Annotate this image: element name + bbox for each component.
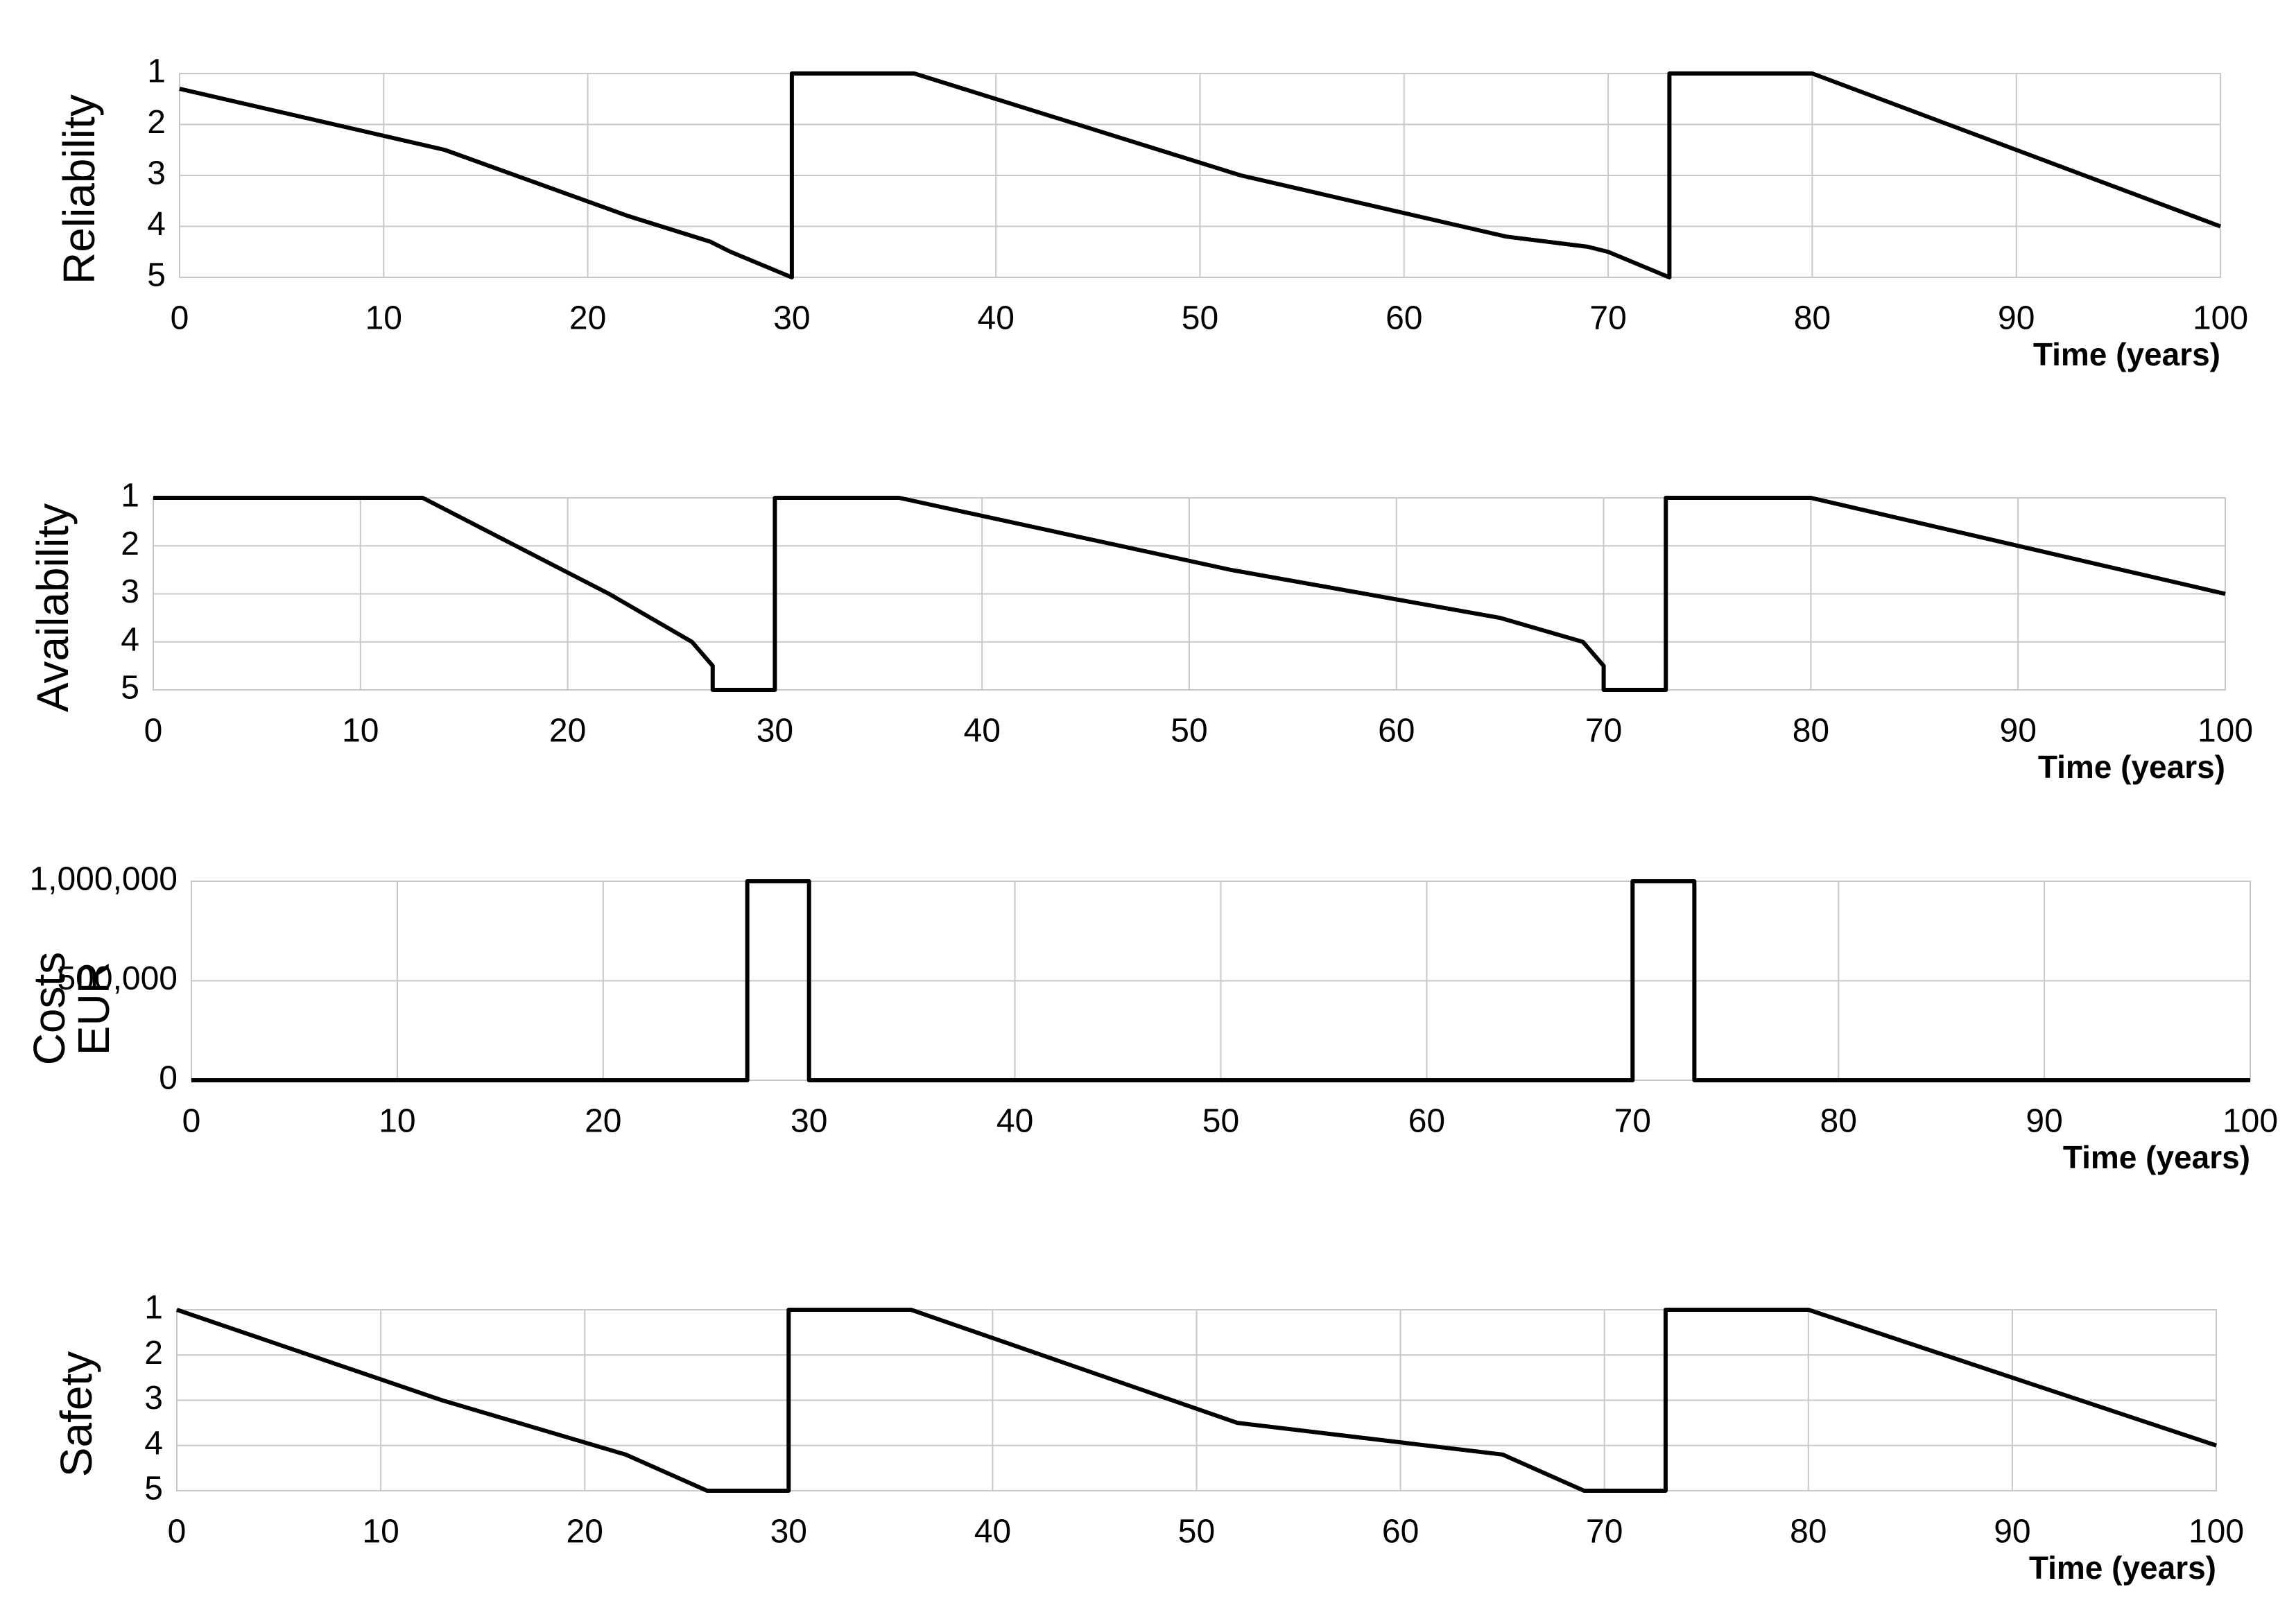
y-axis-label: Reliability (54, 94, 104, 284)
x-tick-label: 10 (379, 1103, 415, 1140)
x-tick-label: 60 (1408, 1103, 1445, 1140)
x-tick-label: 20 (569, 300, 606, 337)
y-tick-label: 4 (144, 1425, 163, 1462)
y-axis-label: Costs (24, 952, 74, 1066)
x-tick-label: 0 (144, 713, 163, 750)
x-tick-label: 90 (1994, 1514, 2030, 1550)
chart: 0 10 20 30 40 50 60 70 80 90 100 0 500,000 1,000,000 C… (24, 861, 2278, 1175)
x-tick-label: 20 (585, 1103, 621, 1140)
x-tick-label: 30 (770, 1514, 807, 1550)
x-tick-label: 50 (1182, 300, 1218, 337)
y-tick-label: 3 (144, 1380, 163, 1417)
y-axis-label: Availability (28, 503, 78, 712)
x-tick-label: 90 (2000, 713, 2037, 750)
chart: 0 10 20 30 40 50 60 70 80 90 100 1 2 3 4 5 Availability T… (28, 478, 2253, 785)
data-line (153, 496, 2226, 692)
x-tick-label: 80 (1794, 300, 1831, 337)
x-tick-label: 0 (171, 300, 189, 337)
x-tick-label: 70 (1586, 1514, 1623, 1550)
data-line (179, 71, 2222, 279)
x-tick-label: 50 (1178, 1514, 1215, 1550)
x-tick-label: 40 (978, 300, 1015, 337)
x-tick-label: 40 (964, 713, 1001, 750)
x-tick-label: 100 (2222, 1103, 2278, 1140)
x-tick-label: 40 (974, 1514, 1011, 1550)
x-axis-label: Time (years) (2038, 749, 2225, 785)
y-tick-label: 1 (121, 478, 139, 514)
x-axis-label: Time (years) (2029, 1550, 2216, 1586)
x-tick-label: 10 (365, 300, 402, 337)
y-tick-label: 2 (144, 1335, 163, 1371)
x-axis-label: Time (years) (2033, 336, 2220, 372)
x-tick-label: 20 (567, 1514, 603, 1550)
x-tick-label: 100 (2198, 713, 2253, 750)
x-tick-label: 10 (342, 713, 379, 750)
x-tick-label: 40 (996, 1103, 1033, 1140)
x-tick-label: 80 (1790, 1514, 1827, 1550)
x-tick-label: 60 (1386, 300, 1422, 337)
y-axis-label: Safety (51, 1351, 101, 1477)
y-tick-label: 1,000,000 (29, 861, 178, 898)
y-tick-label: 500,000 (57, 960, 178, 997)
plot-frame (179, 73, 2221, 278)
x-tick-label: 100 (2193, 300, 2248, 337)
data-line (176, 1308, 2217, 1493)
x-tick-label: 10 (362, 1514, 399, 1550)
x-tick-label: 50 (1202, 1103, 1239, 1140)
x-tick-label: 60 (1378, 713, 1415, 750)
x-tick-label: 80 (1793, 713, 1829, 750)
y-tick-label: 5 (144, 1471, 163, 1507)
x-tick-label: 60 (1382, 1514, 1419, 1550)
data-line (191, 879, 2250, 1082)
x-tick-label: 0 (182, 1103, 201, 1140)
x-tick-label: 0 (168, 1514, 187, 1550)
y-tick-label: 1 (144, 1290, 163, 1326)
x-tick-label: 100 (2189, 1514, 2244, 1550)
y-tick-label: 2 (147, 104, 166, 141)
y-tick-label: 0 (159, 1060, 178, 1097)
y-tick-label: 3 (121, 573, 139, 610)
x-tick-label: 50 (1171, 713, 1207, 750)
chart: 0 10 20 30 40 50 60 70 80 90 100 1 2 3 4 5 Safety Time (y… (51, 1290, 2244, 1586)
x-tick-label: 70 (1614, 1103, 1651, 1140)
y-tick-label: 2 (121, 526, 139, 562)
y-tick-label: 5 (121, 670, 139, 707)
x-tick-label: 80 (1820, 1103, 1857, 1140)
x-tick-label: 30 (791, 1103, 827, 1140)
x-tick-label: 90 (2026, 1103, 2062, 1140)
y-tick-label: 4 (121, 621, 139, 658)
y-tick-label: 1 (147, 53, 166, 90)
x-tick-label: 90 (1998, 300, 2035, 337)
y-tick-label: 4 (147, 206, 166, 243)
x-tick-label: 70 (1589, 300, 1626, 337)
y-tick-label: 3 (147, 155, 166, 192)
x-tick-label: 20 (549, 713, 586, 750)
chart: 0 10 20 30 40 50 60 70 80 90 100 1 2 3 4 5 Reliability Ti… (54, 53, 2248, 372)
x-tick-label: 70 (1585, 713, 1622, 750)
x-tick-label: 30 (773, 300, 810, 337)
x-axis-label: Time (years) (2063, 1139, 2250, 1175)
y-tick-label: 5 (147, 257, 166, 294)
plot-frame (176, 1309, 2217, 1491)
y-axis-label: EUR (69, 962, 119, 1055)
x-tick-label: 30 (757, 713, 793, 750)
